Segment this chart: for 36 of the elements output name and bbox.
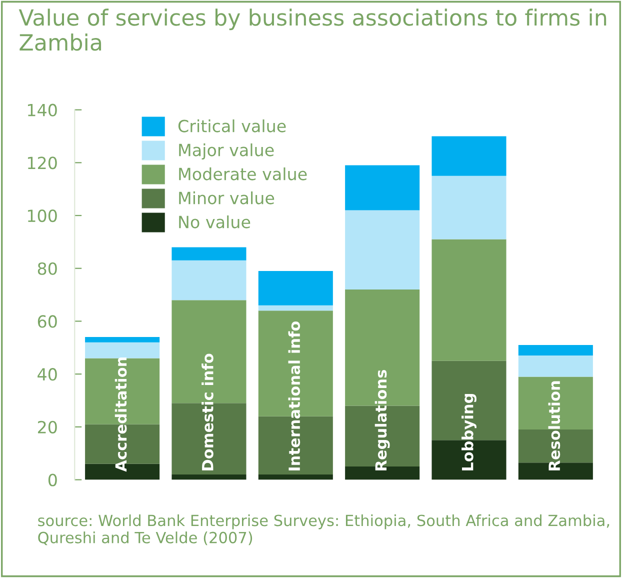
bar	[85, 337, 160, 342]
bar	[518, 344, 593, 356]
x-tick-label: Domestic info	[202, 354, 214, 470]
y-tick-label: 20	[38, 420, 57, 434]
x-tick-label: Lobbying	[462, 394, 476, 470]
x-tick-label: Regulations	[374, 370, 390, 470]
y-tick-label: 140	[28, 104, 57, 116]
chart-title: Value of services by business associations to firms in Zambia	[18, 8, 606, 51]
bar	[432, 239, 506, 361]
bar	[85, 342, 160, 358]
y-tick-label: 40	[38, 368, 57, 381]
bar	[258, 474, 333, 480]
bar	[172, 474, 246, 480]
bar	[345, 210, 420, 290]
legend-label: Minor value	[179, 191, 274, 204]
y-tick-label: 120	[28, 156, 57, 170]
bar	[172, 247, 246, 260]
bar	[432, 136, 506, 176]
bar	[432, 176, 506, 240]
y-tick-label: 100	[28, 209, 57, 222]
bar	[345, 165, 420, 210]
legend-label: Moderate value	[179, 167, 307, 180]
y-tick-label: 80	[38, 262, 57, 275]
x-tick-label: International info	[288, 321, 300, 470]
y-tick-label: 60	[38, 315, 57, 328]
bar	[172, 260, 246, 300]
legend-label: Critical value	[178, 119, 286, 132]
legend-label: Major value	[179, 143, 274, 160]
bar	[518, 356, 593, 377]
bar	[258, 305, 333, 311]
y-tick-label: 0	[48, 474, 57, 486]
bar	[258, 271, 333, 306]
x-tick-label: Accreditation	[114, 357, 127, 472]
legend-label: No value	[179, 215, 250, 228]
x-tick-label: Resolution	[548, 381, 560, 470]
source-note: source: World Bank Enterprise Surveys: Ethiopia, South Africa and Zambia, Qureshi and Te Velde (2007)	[38, 514, 610, 546]
